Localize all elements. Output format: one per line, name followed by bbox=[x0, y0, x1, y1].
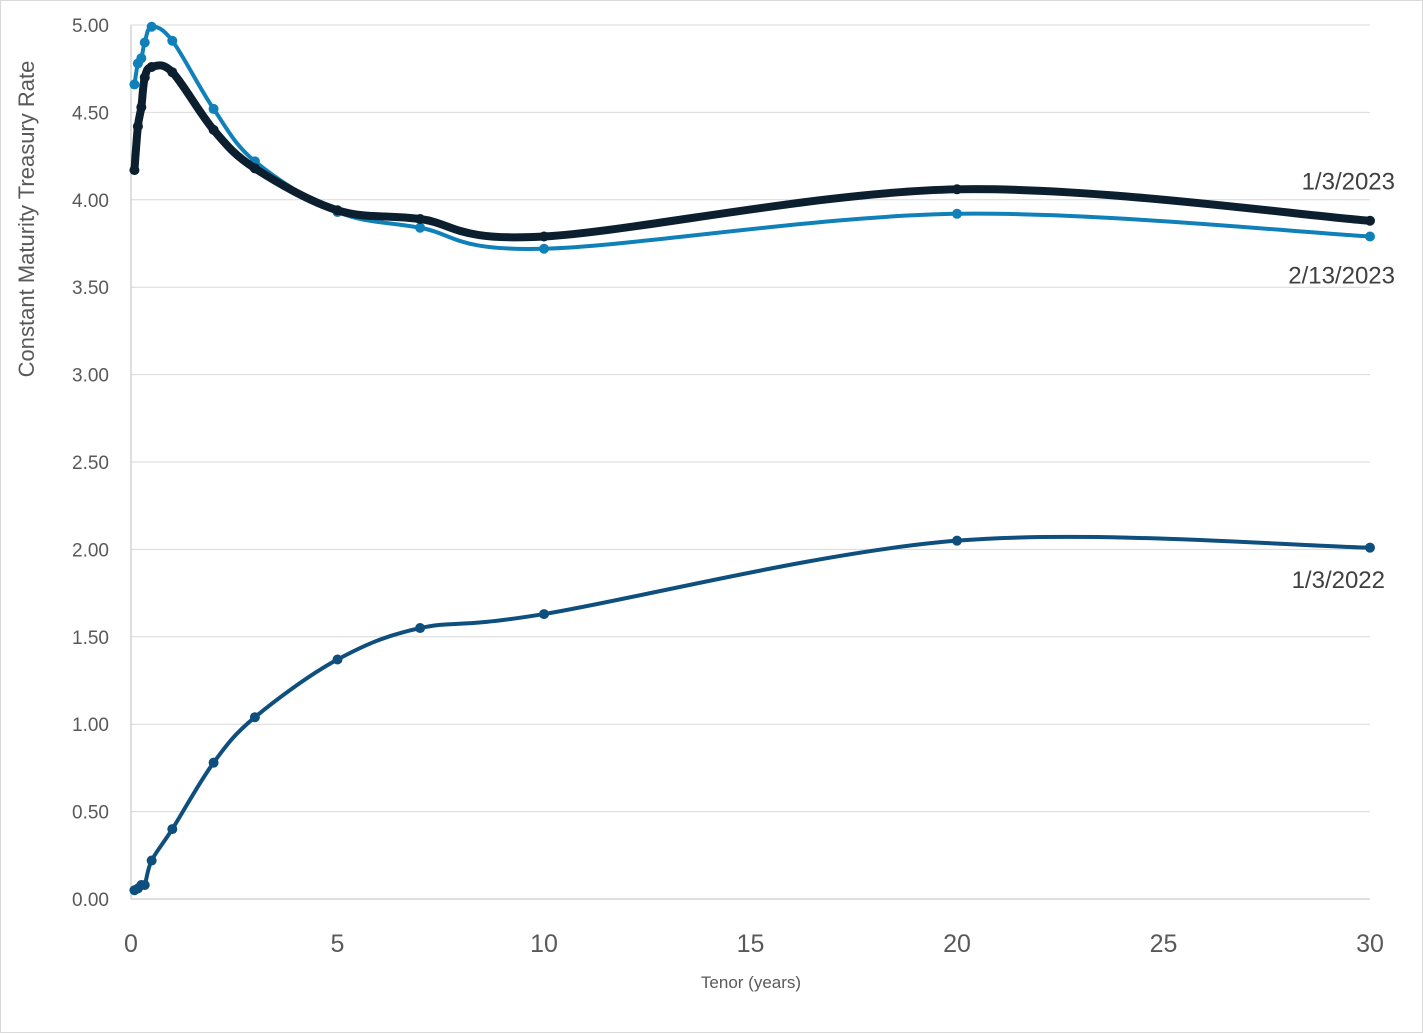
x-axis-title: Tenor (years) bbox=[701, 973, 801, 992]
series-line bbox=[132, 534, 1372, 893]
series-label: 1/3/2022 bbox=[1292, 567, 1385, 594]
data-point bbox=[146, 61, 157, 72]
data-point bbox=[129, 79, 140, 90]
data-point bbox=[136, 102, 147, 113]
data-point bbox=[139, 37, 150, 48]
data-point bbox=[539, 243, 549, 254]
y-axis-title: Constant Maturity Treasury Rate bbox=[14, 61, 39, 378]
data-point bbox=[129, 165, 140, 176]
data-point bbox=[952, 535, 962, 546]
data-point bbox=[249, 163, 260, 174]
series-line bbox=[130, 61, 1374, 242]
data-point bbox=[415, 623, 426, 634]
x-tick-label: 20 bbox=[943, 930, 971, 958]
y-tick-label: 4.00 bbox=[72, 191, 109, 212]
data-point bbox=[415, 214, 426, 225]
y-tick-label: 0.50 bbox=[72, 803, 109, 824]
y-tick-label: 0.00 bbox=[72, 890, 109, 911]
data-point bbox=[1365, 215, 1375, 226]
y-tick-label: 1.00 bbox=[72, 715, 109, 736]
data-point bbox=[208, 757, 219, 768]
data-point bbox=[167, 824, 178, 835]
y-tick-label: 3.00 bbox=[72, 366, 109, 387]
x-tick-label: 5 bbox=[331, 930, 345, 958]
data-point bbox=[332, 654, 343, 665]
x-tick-label: 25 bbox=[1150, 930, 1178, 958]
series-line bbox=[132, 24, 1372, 251]
data-point bbox=[539, 231, 549, 242]
y-tick-label: 2.00 bbox=[72, 540, 109, 561]
data-point bbox=[332, 205, 343, 216]
data-point bbox=[208, 124, 219, 135]
data-point bbox=[208, 103, 219, 114]
data-point bbox=[952, 208, 962, 219]
data-point bbox=[539, 609, 549, 620]
x-tick-label: 15 bbox=[737, 930, 765, 958]
data-point bbox=[1365, 542, 1375, 553]
y-tick-label: 1.50 bbox=[72, 628, 109, 649]
series-labels: 1/3/2022 2/13/2023 1/3/2023 bbox=[1288, 168, 1395, 594]
data-point bbox=[146, 855, 157, 866]
data-point bbox=[139, 72, 150, 83]
series-label: 1/3/2023 bbox=[1302, 168, 1395, 195]
data-point bbox=[136, 53, 147, 64]
data-point bbox=[167, 35, 178, 46]
data-point bbox=[146, 21, 157, 32]
x-tick-label: 0 bbox=[124, 930, 138, 958]
data-point bbox=[139, 880, 150, 891]
x-tick-label: 30 bbox=[1356, 930, 1384, 958]
x-tick-label: 10 bbox=[530, 930, 558, 958]
y-tick-label: 4.50 bbox=[72, 103, 109, 124]
data-point bbox=[132, 121, 143, 132]
series-label: 2/13/2023 bbox=[1288, 263, 1395, 290]
series-lines bbox=[129, 21, 1375, 896]
data-point bbox=[415, 222, 426, 233]
data-point bbox=[249, 712, 260, 723]
y-tick-label: 3.50 bbox=[72, 278, 109, 299]
data-point bbox=[952, 184, 962, 195]
axes: 0.00 0.50 1.00 1.50 2.00 2.50 3.00 3.50 4.00 4.50… bbox=[72, 16, 1384, 958]
y-tick-label: 2.50 bbox=[72, 453, 109, 474]
data-point bbox=[1365, 231, 1375, 242]
data-point bbox=[167, 67, 178, 78]
gridlines bbox=[131, 24, 1370, 813]
y-tick-label: 5.00 bbox=[72, 16, 109, 37]
